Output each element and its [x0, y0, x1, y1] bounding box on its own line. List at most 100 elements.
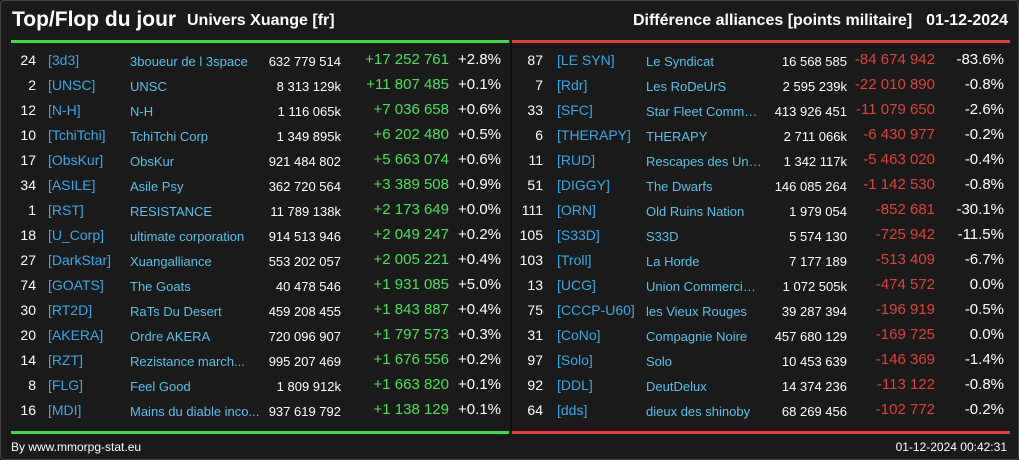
alliance-name-link[interactable]: La Horde: [646, 254, 700, 269]
alliance-points: 10 453 639: [781, 354, 847, 369]
alliance-tag-link[interactable]: [SFC]: [557, 102, 593, 118]
percent-change: +0.1%: [458, 76, 501, 93]
alliance-name-link[interactable]: Rezistance march...: [130, 354, 245, 369]
alliance-name-link[interactable]: The Dwarfs: [646, 179, 713, 194]
alliance-name-link[interactable]: UNSC: [130, 79, 167, 94]
alliance-rank: 31: [527, 327, 543, 343]
alliance-tag-link[interactable]: [MDI]: [48, 402, 82, 418]
alliance-name-link[interactable]: THERAPY: [646, 129, 708, 144]
percent-change: +0.1%: [458, 401, 501, 418]
alliance-tag-link[interactable]: [THERAPY]: [557, 127, 631, 143]
alliance-tag-link[interactable]: [S33D]: [557, 227, 600, 243]
alliance-tag-link[interactable]: [RST]: [48, 202, 84, 218]
alliance-name-link[interactable]: 3boueur de l 3space: [130, 54, 248, 69]
points-difference: +7 036 658: [373, 101, 450, 118]
alliance-name-link[interactable]: TchiTchi Corp: [130, 129, 209, 144]
alliance-name-link[interactable]: Asile Psy: [130, 179, 184, 194]
flop-row: 87 [LE SYN] Le Syndicat 16 568 585 -84 674 9…: [512, 48, 1012, 73]
points-difference: -169 725: [875, 326, 935, 343]
alliance-tag-link[interactable]: [RT2D]: [48, 302, 93, 318]
alliance-points: 1 072 505k: [782, 279, 847, 294]
alliance-points: 1 809 912k: [276, 379, 341, 394]
alliance-name-link[interactable]: Rescapes des Univ...: [646, 154, 763, 169]
alliance-points: 146 085 264: [774, 179, 847, 194]
alliance-points: 11 789 138k: [270, 204, 341, 219]
alliance-name-link[interactable]: DeutDelux: [646, 379, 707, 394]
alliance-name-link[interactable]: Old Ruins Nation: [646, 204, 745, 219]
percent-change: -0.8%: [964, 376, 1004, 393]
alliance-tag-link[interactable]: [UCG]: [557, 277, 596, 293]
alliance-name-link[interactable]: Feel Good: [130, 379, 191, 394]
alliance-name-link[interactable]: ObsKur: [130, 154, 175, 169]
alliance-tag-link[interactable]: [RZT]: [48, 352, 83, 368]
alliance-tag-link[interactable]: [DDL]: [557, 377, 593, 393]
alliance-points: 5 574 130: [789, 229, 847, 244]
alliance-tag-link[interactable]: [DarkStar]: [48, 252, 112, 268]
percent-change: +0.2%: [458, 351, 501, 368]
alliance-name-link[interactable]: Xuangalliance: [130, 254, 212, 269]
flop-accent-line: [512, 40, 1010, 43]
alliance-name-link[interactable]: les Vieux Rouges: [646, 304, 747, 319]
points-difference: -474 572: [875, 276, 935, 293]
alliance-name-link[interactable]: S33D: [646, 229, 679, 244]
alliance-name-link[interactable]: Les RoDeUrS: [646, 79, 727, 94]
alliance-tag-link[interactable]: [FLG]: [48, 377, 84, 393]
alliance-name-link[interactable]: Ordre AKERA: [130, 329, 211, 344]
alliance-tag-link[interactable]: [N-H]: [48, 102, 81, 118]
alliance-tag-link[interactable]: [U_Corp]: [48, 227, 105, 243]
percent-change: 0.0%: [969, 326, 1004, 343]
alliance-name-link[interactable]: dieux des shinoby: [646, 404, 751, 419]
points-difference: +1 797 573: [373, 326, 450, 343]
alliance-tag-link[interactable]: [UNSC]: [48, 77, 96, 93]
alliance-tag-link[interactable]: [DIGGY]: [557, 177, 610, 193]
alliance-tag-link[interactable]: [3d3]: [48, 52, 80, 68]
alliance-tag-link[interactable]: [ORN]: [557, 202, 596, 218]
alliance-rank: 27: [20, 252, 36, 268]
points-difference: -22 010 890: [854, 76, 935, 93]
alliance-tag-link[interactable]: [ASILE]: [48, 177, 96, 193]
alliance-name-link[interactable]: Solo: [646, 354, 673, 369]
alliance-name-link[interactable]: Compagnie Noire: [646, 329, 748, 344]
alliance-tag-link[interactable]: [CoNo]: [557, 327, 601, 343]
alliance-rank: 105: [519, 227, 543, 243]
alliance-name-link[interactable]: Le Syndicat: [646, 54, 714, 69]
alliance-rank: 30: [20, 302, 36, 318]
points-difference: -6 430 977: [863, 126, 935, 143]
points-difference: -513 409: [875, 251, 935, 268]
flop-row: 75 [CCCP-U60] les Vieux Rouges 39 287 394 -1…: [512, 298, 1012, 323]
points-difference: +3 389 508: [373, 176, 450, 193]
top-list: 24 [3d3] 3boueur de l 3space 632 779 514 +17…: [11, 48, 511, 423]
alliance-name-link[interactable]: RESISTANCE: [130, 204, 213, 219]
alliance-tag-link[interactable]: [LE SYN]: [557, 52, 615, 68]
alliance-tag-link[interactable]: [Troll]: [557, 252, 592, 268]
alliance-tag-link[interactable]: [AKERA]: [48, 327, 104, 343]
alliance-name-link[interactable]: The Goats: [130, 279, 191, 294]
alliance-name-link[interactable]: Union Commerciale...: [646, 279, 763, 294]
alliance-tag-link[interactable]: [Rdr]: [557, 77, 588, 93]
points-difference: -1 142 530: [863, 176, 935, 193]
alliance-tag-link[interactable]: [GOATS]: [48, 277, 104, 293]
alliance-tag-link[interactable]: [ObsKur]: [48, 152, 104, 168]
flop-row: 31 [CoNo] Compagnie Noire 457 680 129 -169 7…: [512, 323, 1012, 348]
alliance-tag-link[interactable]: [RUD]: [557, 152, 596, 168]
alliance-tag-link[interactable]: [dds]: [557, 402, 588, 418]
alliance-name-link[interactable]: Mains du diable inco...: [130, 404, 260, 419]
alliance-name-link[interactable]: RaTs Du Desert: [130, 304, 222, 319]
percent-change: -6.7%: [964, 251, 1004, 268]
alliance-tag-link[interactable]: [CCCP-U60]: [557, 302, 635, 318]
alliance-name-link[interactable]: ultimate corporation: [130, 229, 245, 244]
flop-list: 87 [LE SYN] Le Syndicat 16 568 585 -84 674 9…: [512, 48, 1012, 423]
flop-row: 11 [RUD] Rescapes des Univ... 1 342 117k -5 …: [512, 148, 1012, 173]
alliance-tag-link[interactable]: [TchiTchi]: [48, 127, 106, 143]
alliance-points: 1 349 895k: [276, 129, 341, 144]
top-accent-line: [11, 40, 509, 43]
alliance-name-link[interactable]: Star Fleet Command: [646, 104, 763, 119]
alliance-rank: 97: [527, 352, 543, 368]
alliance-rank: 64: [527, 402, 543, 418]
alliance-points: 14 374 236: [781, 379, 847, 394]
alliance-name-link[interactable]: N-H: [130, 104, 154, 119]
alliance-rank: 51: [527, 177, 543, 193]
points-difference: +1 676 556: [373, 351, 450, 368]
alliance-tag-link[interactable]: [Solo]: [557, 352, 593, 368]
flop-row: 105 [S33D] S33D 5 574 130 -725 942 -11.5%: [512, 223, 1012, 248]
